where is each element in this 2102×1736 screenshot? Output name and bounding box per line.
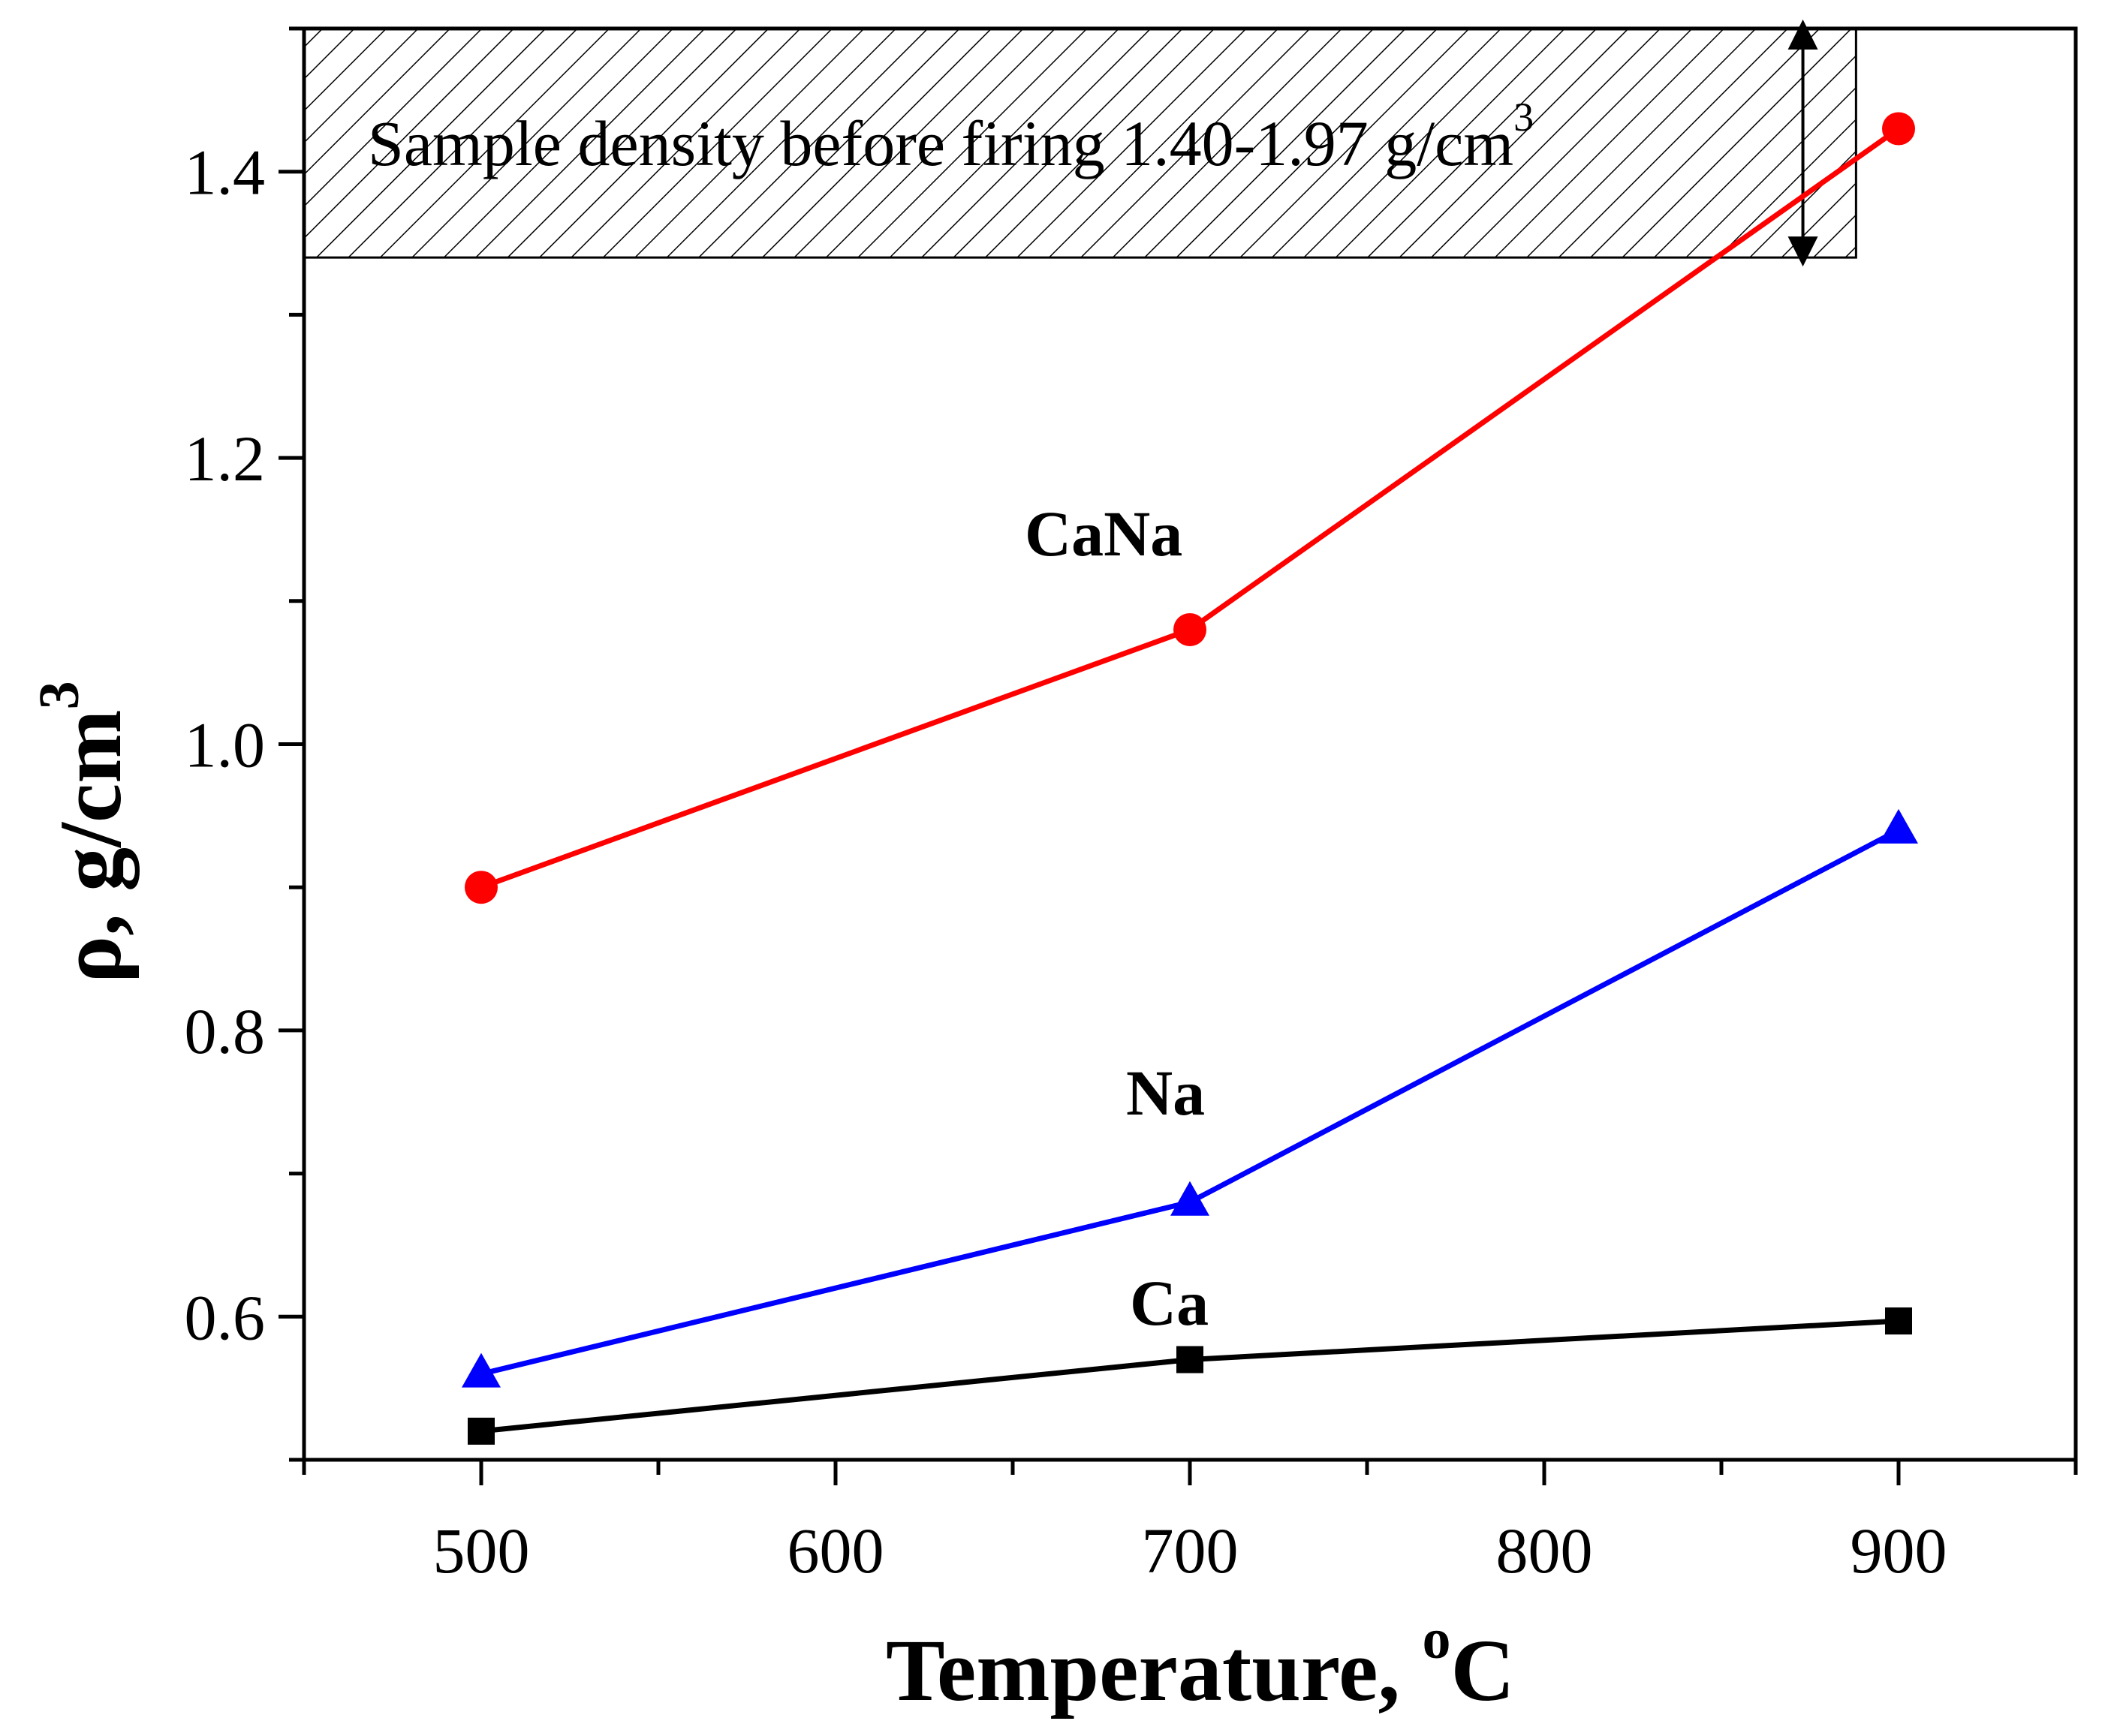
- data-point-ca: [1176, 1346, 1203, 1373]
- data-point-na: [1879, 808, 1918, 844]
- x-axis-title: Temperature, oC: [886, 1608, 1515, 1719]
- data-point-ca: [1885, 1307, 1912, 1335]
- y-tick-label: 1.2: [185, 423, 266, 495]
- series-label-na: Na: [1126, 1057, 1205, 1129]
- annotation-band: Sample density before firing 1.40-1.97 g…: [303, 19, 1857, 267]
- y-axis-tick-labels: 0.6 0.8 1.0 1.2 1.4: [185, 137, 266, 1354]
- hatched-density-band: [303, 27, 1857, 259]
- x-tick-label: 500: [433, 1515, 530, 1587]
- x-axis-ticks: [302, 1460, 2078, 1485]
- x-tick-label: 900: [1851, 1515, 1947, 1587]
- data-point-cana: [465, 871, 498, 904]
- series-ca: [468, 1307, 1912, 1445]
- y-tick-label: 0.6: [185, 1281, 266, 1353]
- data-point-na: [1170, 1181, 1209, 1216]
- series-na: [462, 808, 1918, 1388]
- x-tick-label: 600: [787, 1515, 884, 1587]
- series-label-cana: CaNa: [1025, 498, 1182, 570]
- series-layer: [462, 112, 1918, 1445]
- series-cana: [465, 112, 1915, 904]
- y-axis-title: ρ, g/cm3: [28, 681, 140, 983]
- x-axis-tick-labels: 500 600 700 800 900: [433, 1515, 1947, 1587]
- data-point-na: [462, 1352, 501, 1388]
- data-point-ca: [468, 1417, 495, 1445]
- x-tick-label: 800: [1496, 1515, 1593, 1587]
- x-tick-label: 700: [1142, 1515, 1239, 1587]
- y-tick-label: 0.8: [185, 995, 266, 1067]
- y-tick-label: 1.0: [185, 709, 266, 781]
- series-label-ca: Ca: [1130, 1267, 1209, 1339]
- y-tick-label: 1.4: [185, 137, 266, 209]
- annotation-text: Sample density before firing 1.40-1.97 g…: [368, 95, 1534, 179]
- data-point-cana: [1882, 112, 1915, 146]
- data-point-cana: [1173, 612, 1206, 646]
- y-axis-ticks: [279, 26, 304, 1462]
